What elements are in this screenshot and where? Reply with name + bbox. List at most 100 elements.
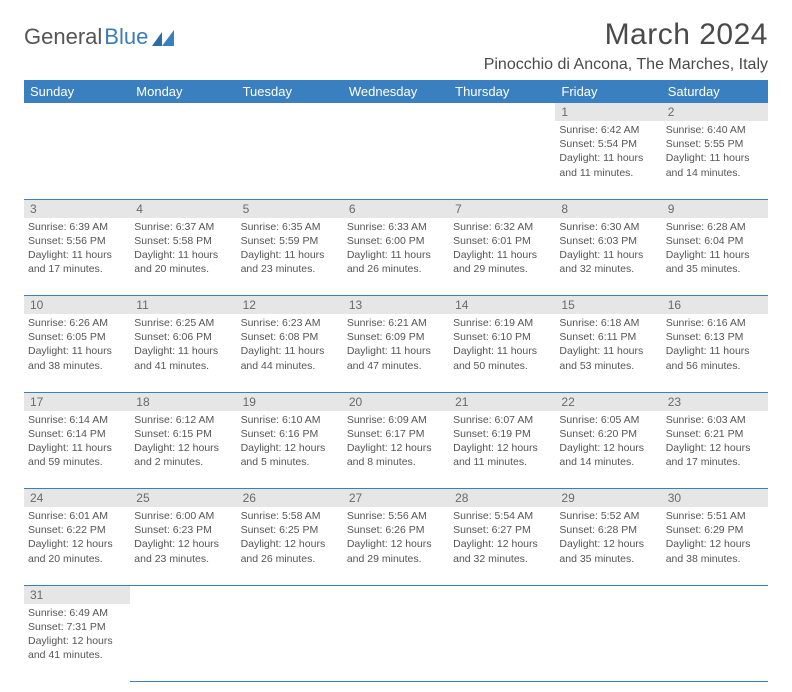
day-cell bbox=[237, 604, 343, 682]
day-number bbox=[237, 103, 343, 121]
weekday-header: Friday bbox=[555, 80, 661, 103]
day-number: 4 bbox=[130, 199, 236, 218]
day-details: Sunrise: 6:10 AMSunset: 6:16 PMDaylight:… bbox=[237, 411, 343, 474]
weekday-header: Sunday bbox=[24, 80, 130, 103]
sunrise-text: Sunrise: 6:26 AM bbox=[28, 316, 126, 330]
sunrise-text: Sunrise: 6:03 AM bbox=[666, 413, 764, 427]
day-cell bbox=[343, 604, 449, 682]
day-number: 30 bbox=[662, 489, 768, 508]
location: Pinocchio di Ancona, The Marches, Italy bbox=[484, 56, 768, 74]
weekday-header: Saturday bbox=[662, 80, 768, 103]
day-cell bbox=[130, 604, 236, 682]
day-cell bbox=[237, 121, 343, 199]
daylight-text: Daylight: 11 hours and 59 minutes. bbox=[28, 441, 126, 469]
day-number: 18 bbox=[130, 392, 236, 411]
week-row: Sunrise: 6:49 AMSunset: 7:31 PMDaylight:… bbox=[24, 604, 768, 682]
day-cell bbox=[24, 121, 130, 199]
daylight-text: Daylight: 11 hours and 14 minutes. bbox=[666, 151, 764, 179]
day-cell bbox=[130, 121, 236, 199]
day-number: 16 bbox=[662, 296, 768, 315]
sunset-text: Sunset: 6:11 PM bbox=[559, 330, 657, 344]
day-number: 5 bbox=[237, 199, 343, 218]
day-details: Sunrise: 6:39 AMSunset: 5:56 PMDaylight:… bbox=[24, 218, 130, 281]
daylight-text: Daylight: 12 hours and 26 minutes. bbox=[241, 537, 339, 565]
day-number: 7 bbox=[449, 199, 555, 218]
day-cell: Sunrise: 6:28 AMSunset: 6:04 PMDaylight:… bbox=[662, 218, 768, 296]
sunrise-text: Sunrise: 6:49 AM bbox=[28, 606, 126, 620]
day-number: 6 bbox=[343, 199, 449, 218]
day-cell: Sunrise: 6:42 AMSunset: 5:54 PMDaylight:… bbox=[555, 121, 661, 199]
daylight-text: Daylight: 12 hours and 11 minutes. bbox=[453, 441, 551, 469]
day-cell: Sunrise: 6:23 AMSunset: 6:08 PMDaylight:… bbox=[237, 314, 343, 392]
weekday-header-row: Sunday Monday Tuesday Wednesday Thursday… bbox=[24, 80, 768, 103]
day-details: Sunrise: 6:28 AMSunset: 6:04 PMDaylight:… bbox=[662, 218, 768, 281]
week-row: Sunrise: 6:42 AMSunset: 5:54 PMDaylight:… bbox=[24, 121, 768, 199]
month-title: March 2024 bbox=[484, 18, 768, 52]
daylight-text: Daylight: 11 hours and 29 minutes. bbox=[453, 248, 551, 276]
day-number: 10 bbox=[24, 296, 130, 315]
daynum-row: 10111213141516 bbox=[24, 296, 768, 315]
sunset-text: Sunset: 6:21 PM bbox=[666, 427, 764, 441]
day-cell: Sunrise: 6:35 AMSunset: 5:59 PMDaylight:… bbox=[237, 218, 343, 296]
sunset-text: Sunset: 5:55 PM bbox=[666, 137, 764, 151]
day-number bbox=[343, 585, 449, 604]
day-number: 15 bbox=[555, 296, 661, 315]
day-details: Sunrise: 6:42 AMSunset: 5:54 PMDaylight:… bbox=[555, 121, 661, 184]
day-number bbox=[662, 585, 768, 604]
day-details: Sunrise: 6:25 AMSunset: 6:06 PMDaylight:… bbox=[130, 314, 236, 377]
calendar-table: Sunday Monday Tuesday Wednesday Thursday… bbox=[24, 80, 768, 682]
sunset-text: Sunset: 6:06 PM bbox=[134, 330, 232, 344]
sunset-text: Sunset: 6:17 PM bbox=[347, 427, 445, 441]
day-cell: Sunrise: 5:54 AMSunset: 6:27 PMDaylight:… bbox=[449, 507, 555, 585]
day-number: 9 bbox=[662, 199, 768, 218]
day-number: 8 bbox=[555, 199, 661, 218]
day-cell: Sunrise: 5:51 AMSunset: 6:29 PMDaylight:… bbox=[662, 507, 768, 585]
day-cell: Sunrise: 6:09 AMSunset: 6:17 PMDaylight:… bbox=[343, 411, 449, 489]
day-number: 29 bbox=[555, 489, 661, 508]
day-details: Sunrise: 5:56 AMSunset: 6:26 PMDaylight:… bbox=[343, 507, 449, 570]
daynum-row: 12 bbox=[24, 103, 768, 121]
sunset-text: Sunset: 6:22 PM bbox=[28, 523, 126, 537]
day-details: Sunrise: 5:51 AMSunset: 6:29 PMDaylight:… bbox=[662, 507, 768, 570]
sunset-text: Sunset: 6:08 PM bbox=[241, 330, 339, 344]
sunrise-text: Sunrise: 6:05 AM bbox=[559, 413, 657, 427]
daylight-text: Daylight: 11 hours and 56 minutes. bbox=[666, 344, 764, 372]
day-details: Sunrise: 6:32 AMSunset: 6:01 PMDaylight:… bbox=[449, 218, 555, 281]
day-number bbox=[24, 103, 130, 121]
day-cell bbox=[662, 604, 768, 682]
day-details: Sunrise: 6:03 AMSunset: 6:21 PMDaylight:… bbox=[662, 411, 768, 474]
sunrise-text: Sunrise: 5:56 AM bbox=[347, 509, 445, 523]
daylight-text: Daylight: 11 hours and 41 minutes. bbox=[134, 344, 232, 372]
sunrise-text: Sunrise: 6:14 AM bbox=[28, 413, 126, 427]
sunrise-text: Sunrise: 6:18 AM bbox=[559, 316, 657, 330]
sunrise-text: Sunrise: 6:19 AM bbox=[453, 316, 551, 330]
sunset-text: Sunset: 6:10 PM bbox=[453, 330, 551, 344]
sunset-text: Sunset: 6:25 PM bbox=[241, 523, 339, 537]
week-row: Sunrise: 6:39 AMSunset: 5:56 PMDaylight:… bbox=[24, 218, 768, 296]
sunset-text: Sunset: 6:14 PM bbox=[28, 427, 126, 441]
sunrise-text: Sunrise: 6:00 AM bbox=[134, 509, 232, 523]
daylight-text: Daylight: 11 hours and 53 minutes. bbox=[559, 344, 657, 372]
daylight-text: Daylight: 12 hours and 35 minutes. bbox=[559, 537, 657, 565]
day-details: Sunrise: 6:40 AMSunset: 5:55 PMDaylight:… bbox=[662, 121, 768, 184]
day-number: 11 bbox=[130, 296, 236, 315]
day-details: Sunrise: 6:01 AMSunset: 6:22 PMDaylight:… bbox=[24, 507, 130, 570]
day-cell bbox=[343, 121, 449, 199]
sunset-text: Sunset: 6:28 PM bbox=[559, 523, 657, 537]
daylight-text: Daylight: 11 hours and 20 minutes. bbox=[134, 248, 232, 276]
daylight-text: Daylight: 11 hours and 32 minutes. bbox=[559, 248, 657, 276]
day-details: Sunrise: 6:12 AMSunset: 6:15 PMDaylight:… bbox=[130, 411, 236, 474]
day-number: 23 bbox=[662, 392, 768, 411]
sunset-text: Sunset: 5:58 PM bbox=[134, 234, 232, 248]
day-number: 31 bbox=[24, 585, 130, 604]
day-number: 21 bbox=[449, 392, 555, 411]
sunset-text: Sunset: 6:01 PM bbox=[453, 234, 551, 248]
day-number: 27 bbox=[343, 489, 449, 508]
daylight-text: Daylight: 12 hours and 23 minutes. bbox=[134, 537, 232, 565]
daylight-text: Daylight: 12 hours and 8 minutes. bbox=[347, 441, 445, 469]
brand-logo: GeneralBlue bbox=[24, 24, 176, 50]
week-row: Sunrise: 6:01 AMSunset: 6:22 PMDaylight:… bbox=[24, 507, 768, 585]
sunset-text: Sunset: 6:20 PM bbox=[559, 427, 657, 441]
daylight-text: Daylight: 12 hours and 17 minutes. bbox=[666, 441, 764, 469]
sunrise-text: Sunrise: 6:23 AM bbox=[241, 316, 339, 330]
